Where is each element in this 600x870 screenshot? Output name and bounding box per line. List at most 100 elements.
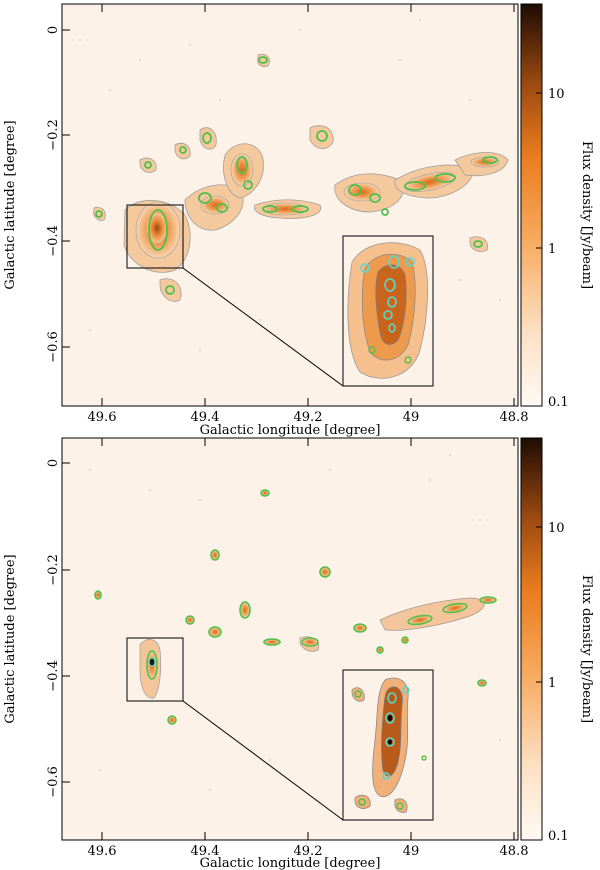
bottom-source bbox=[477, 679, 487, 687]
top-emission-region bbox=[199, 127, 217, 150]
top-emission-region bbox=[469, 236, 488, 252]
top-x-tick-label: 49 bbox=[403, 410, 420, 425]
bottom-colorbar bbox=[520, 437, 543, 841]
bottom-source bbox=[319, 566, 331, 578]
bottom-x-tick-label: 49.2 bbox=[294, 844, 323, 859]
top-colorbar-tick-label: 10 bbox=[548, 87, 565, 102]
top-source-contour bbox=[236, 156, 248, 174]
bottom-bright-core bbox=[148, 657, 156, 667]
bottom-panel: 49.6 49.4 49.2 49 48.8 Galactic longitud… bbox=[3, 437, 594, 870]
top-source-contour bbox=[198, 192, 212, 204]
bottom-y-ticks bbox=[62, 462, 70, 783]
top-y-tick-label: −0.4 bbox=[46, 225, 61, 257]
bottom-colorbar-ticks bbox=[536, 526, 542, 683]
bottom-source bbox=[208, 626, 222, 638]
bottom-colorbar-title: Flux density [Jy/beam] bbox=[579, 575, 594, 723]
bottom-x-axis-title: Galactic longitude [degree] bbox=[200, 856, 381, 870]
bottom-source bbox=[239, 601, 251, 619]
top-emission-region bbox=[93, 206, 106, 221]
bottom-zoom-connector bbox=[182, 700, 344, 821]
top-inset bbox=[342, 235, 434, 387]
bottom-x-ticks bbox=[101, 438, 515, 840]
top-source-contour bbox=[482, 156, 498, 164]
bottom-x-tick-label: 49.4 bbox=[191, 844, 220, 859]
top-emission-core bbox=[200, 195, 230, 215]
bottom-zoom-box bbox=[126, 637, 184, 702]
bottom-colorbar-tick-label: 1 bbox=[548, 676, 556, 691]
top-source-contour bbox=[434, 173, 456, 183]
top-source-contour bbox=[404, 181, 426, 191]
top-source-contour bbox=[316, 130, 328, 142]
top-x-tick-label: 48.8 bbox=[500, 410, 529, 425]
bottom-y-tick-label: 0 bbox=[46, 459, 61, 467]
top-panel: 49.6 49.4 49.2 49 48.8 Galactic longitud… bbox=[3, 3, 594, 438]
bottom-y-tick-label: −0.6 bbox=[46, 766, 61, 798]
bottom-source bbox=[442, 602, 468, 614]
bottom-y-tick-label: −0.2 bbox=[46, 554, 61, 586]
top-y-tick-labels: 0 −0.2 −0.4 −0.6 bbox=[46, 26, 61, 363]
top-emission-region bbox=[174, 142, 191, 160]
top-source-contour bbox=[202, 132, 212, 144]
top-x-tick-label: 49.4 bbox=[191, 410, 220, 425]
bottom-source bbox=[210, 549, 220, 561]
bottom-x-tick-label: 49.6 bbox=[88, 844, 117, 859]
top-source-contour bbox=[243, 180, 253, 190]
top-colorbar-ticks bbox=[536, 92, 542, 249]
top-emission-region bbox=[159, 278, 182, 302]
top-y-axis-title: Galactic latitude [degree] bbox=[3, 120, 18, 289]
top-emission-core bbox=[262, 202, 308, 216]
top-zoom-connector bbox=[182, 267, 344, 387]
top-y-tick-label: 0 bbox=[46, 26, 61, 34]
bottom-source bbox=[167, 715, 177, 725]
bottom-source bbox=[260, 489, 270, 497]
bottom-source bbox=[185, 615, 195, 625]
top-source-contour bbox=[165, 285, 175, 295]
bottom-x-tick-label: 49 bbox=[403, 844, 420, 859]
top-x-tick-label: 49.2 bbox=[294, 410, 323, 425]
bottom-colorbar-tick-label: 10 bbox=[548, 521, 565, 536]
bottom-map-background bbox=[62, 438, 518, 840]
top-source-contour bbox=[381, 208, 389, 216]
bottom-source bbox=[353, 623, 367, 633]
bottom-y-axis-title: Galactic latitude [degree] bbox=[3, 554, 18, 723]
top-source-contour bbox=[144, 161, 152, 169]
top-colorbar bbox=[520, 3, 543, 407]
top-colorbar-title: Flux density [Jy/beam] bbox=[579, 141, 594, 289]
bottom-source bbox=[479, 596, 497, 604]
top-y-tick-label: −0.2 bbox=[46, 119, 61, 151]
bottom-y-tick-label: −0.4 bbox=[46, 660, 61, 692]
bottom-source bbox=[263, 638, 281, 646]
top-x-tick-label: 49.6 bbox=[88, 410, 117, 425]
top-colorbar-tick-label: 0.1 bbox=[548, 395, 569, 410]
bottom-x-tick-label: 48.8 bbox=[500, 844, 529, 859]
bottom-colorbar-tick-label: 0.1 bbox=[548, 829, 569, 844]
top-colorbar-tick-label: 1 bbox=[548, 242, 556, 257]
top-source-contour bbox=[148, 209, 168, 251]
bottom-source bbox=[301, 637, 319, 647]
bottom-source bbox=[94, 590, 102, 600]
bottom-plot-frame bbox=[61, 437, 519, 841]
top-source-contour bbox=[348, 184, 362, 196]
top-emission-region bbox=[309, 125, 334, 149]
top-source-contour bbox=[95, 210, 103, 218]
top-bright-core bbox=[147, 213, 167, 243]
top-emission-map bbox=[79, 19, 509, 351]
top-source-contour bbox=[473, 240, 483, 248]
top-x-axis-title: Galactic longitude [degree] bbox=[200, 423, 381, 438]
bottom-source bbox=[376, 646, 384, 654]
top-zoom-box bbox=[126, 204, 184, 269]
bottom-source bbox=[407, 614, 433, 626]
top-y-ticks bbox=[62, 29, 70, 348]
top-source-contour bbox=[291, 205, 309, 213]
top-plot-frame bbox=[61, 3, 519, 407]
top-source-contour bbox=[179, 146, 187, 154]
bottom-source bbox=[401, 636, 409, 644]
top-y-tick-label: −0.6 bbox=[46, 331, 61, 363]
top-source-contour bbox=[369, 193, 381, 203]
top-emission-region bbox=[139, 157, 157, 173]
bottom-emission-map bbox=[89, 454, 501, 791]
bottom-noise bbox=[89, 454, 501, 791]
top-source-contour bbox=[262, 205, 278, 213]
bottom-inset bbox=[342, 669, 434, 821]
